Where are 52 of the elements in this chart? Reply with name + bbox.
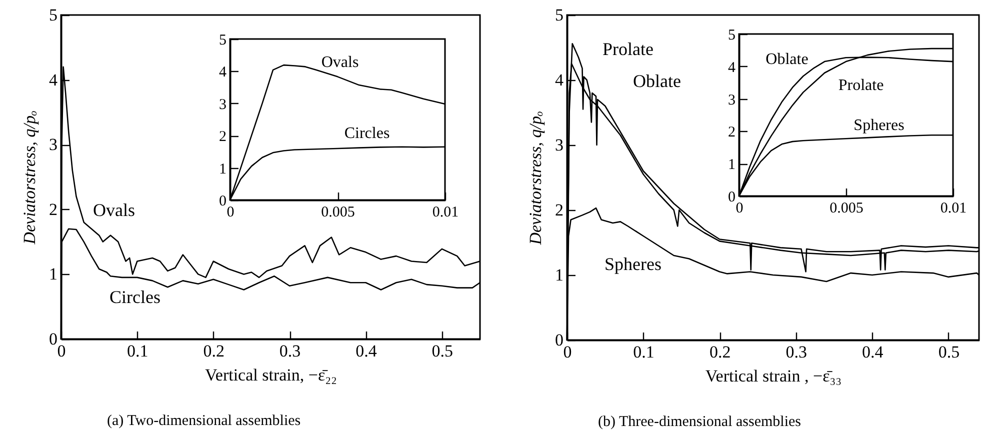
text: (a) Two-dimensional assemblies xyxy=(107,413,301,429)
y-tick-label: 4 xyxy=(555,70,564,90)
annotation: Ovals xyxy=(321,54,359,71)
y-tick-label: 0 xyxy=(728,190,736,206)
annotation: Prolate xyxy=(838,77,884,94)
y-axis-title: Deviatorstress, q/pₒ xyxy=(526,111,545,246)
y-tick-label: 2 xyxy=(728,124,736,141)
x-tick-label: 0.4 xyxy=(356,342,378,360)
y-tick-label: 1 xyxy=(49,264,58,284)
text: (b) Three-dimensional assemblies xyxy=(598,414,802,430)
annotation: Circles xyxy=(110,287,160,307)
annotation: Oblate xyxy=(633,71,681,91)
y-tick-label: 1 xyxy=(219,161,226,178)
annotation: Prolate xyxy=(602,39,654,59)
x-tick-label: 0.01 xyxy=(432,204,459,220)
annotation: Oblate xyxy=(766,51,808,68)
annotation: Ovals xyxy=(93,200,135,220)
x-axis-title: Vertical strain, −ε̄₂₂ xyxy=(205,366,337,384)
x-tick-label: 0.5 xyxy=(938,342,960,362)
y-tick-label: 4 xyxy=(49,70,58,90)
y-tick-label: 1 xyxy=(728,157,736,174)
x-tick-label: 0.005 xyxy=(830,200,864,216)
annotation: Spheres xyxy=(854,117,904,134)
x-tick-label: 0.4 xyxy=(862,342,884,362)
y-axis-title: Deviatorstress, q/pₒ xyxy=(20,110,39,246)
y-tick-label: 3 xyxy=(49,135,58,154)
annotation: Circles xyxy=(344,125,390,142)
x-tick-label: 0.3 xyxy=(786,342,808,362)
y-tick-label: 1 xyxy=(555,266,564,284)
y-tick-label: 5 xyxy=(728,28,736,44)
x-tick-label: 0.3 xyxy=(279,342,301,360)
y-tick-label: 3 xyxy=(219,96,226,113)
x-tick-label: 0.2 xyxy=(709,342,731,362)
x-tick-label: 0.2 xyxy=(203,342,224,360)
y-tick-label: 2 xyxy=(49,200,58,219)
y-tick-label: 4 xyxy=(219,64,227,81)
y-tick-label: 3 xyxy=(555,136,564,154)
y-tick-label: 5 xyxy=(219,32,226,48)
annotation: Spheres xyxy=(604,254,662,274)
x-tick-label: 0.005 xyxy=(321,204,355,220)
y-tick-label: 5 xyxy=(49,6,58,24)
y-tick-label: 4 xyxy=(728,60,736,76)
y-tick-label: 0 xyxy=(49,330,58,348)
x-tick-label: 0.01 xyxy=(940,200,967,216)
y-tick-label: 5 xyxy=(555,6,564,24)
x-tick-label: 0.1 xyxy=(127,342,148,360)
y-tick-label: 3 xyxy=(728,92,736,108)
x-tick-label: 0.1 xyxy=(633,342,654,362)
y-tick-label: 2 xyxy=(219,129,226,146)
x-tick-label: 0.5 xyxy=(432,342,454,360)
y-tick-label: 2 xyxy=(555,200,564,220)
x-axis-title: Vertical strain , −ε̄₃₃ xyxy=(705,366,842,386)
